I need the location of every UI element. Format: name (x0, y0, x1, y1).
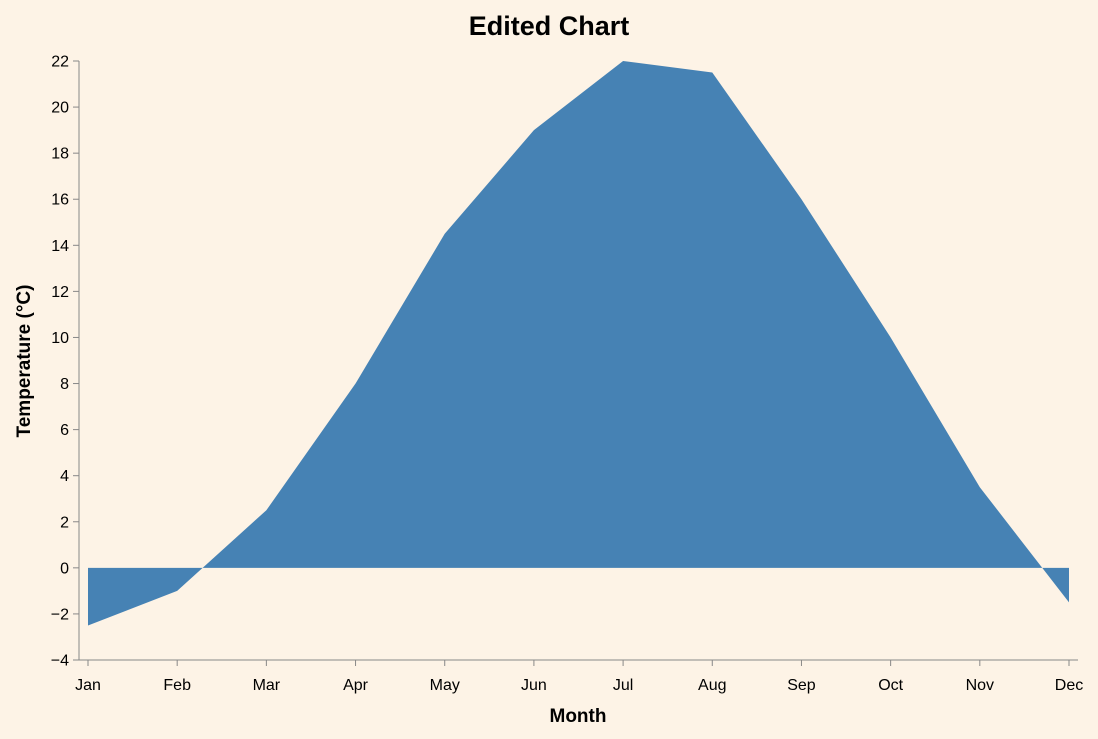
x-tick-label: May (430, 677, 460, 694)
temperature-area (88, 61, 1069, 626)
x-tick-label: Mar (253, 677, 281, 694)
y-tick-label: 18 (51, 146, 69, 163)
y-tick-label: 6 (60, 422, 69, 439)
x-axis-title: Month (550, 706, 607, 727)
y-tick-label: 12 (51, 284, 69, 301)
x-tick-label: Jun (521, 677, 547, 694)
y-tick-label: −2 (51, 606, 69, 623)
x-tick-label: Apr (343, 677, 369, 694)
y-axis: −4 −2 0 2 4 6 8 10 12 14 16 18 20 22 (51, 54, 80, 670)
y-tick-label: 0 (60, 560, 69, 577)
x-tick-label: Dec (1055, 677, 1083, 694)
y-tick-label: 2 (60, 514, 69, 531)
plot-area (88, 61, 1069, 626)
x-tick-label: Aug (698, 677, 726, 694)
y-tick-label: −4 (51, 653, 69, 670)
x-tick-label: Sep (787, 677, 816, 694)
chart-title: Edited Chart (469, 11, 630, 41)
x-tick-label: Oct (878, 677, 903, 694)
y-tick-label: 10 (51, 330, 69, 347)
x-tick-label: Jan (75, 677, 101, 694)
x-tick-label: Jul (613, 677, 633, 694)
y-tick-label: 14 (51, 238, 69, 255)
y-tick-label: 8 (60, 376, 69, 393)
x-tick-label: Feb (163, 677, 191, 694)
y-axis-title: Temperature (°C) (14, 285, 35, 438)
y-tick-label: 4 (60, 468, 69, 485)
x-axis: Jan Feb Mar Apr May Jun Jul Aug Sep Oct Nov Dec (75, 659, 1083, 694)
y-tick-label: 20 (51, 100, 69, 117)
y-tick-label: 16 (51, 192, 69, 209)
x-tick-label: Nov (966, 677, 994, 694)
y-tick-label: 22 (51, 54, 69, 71)
